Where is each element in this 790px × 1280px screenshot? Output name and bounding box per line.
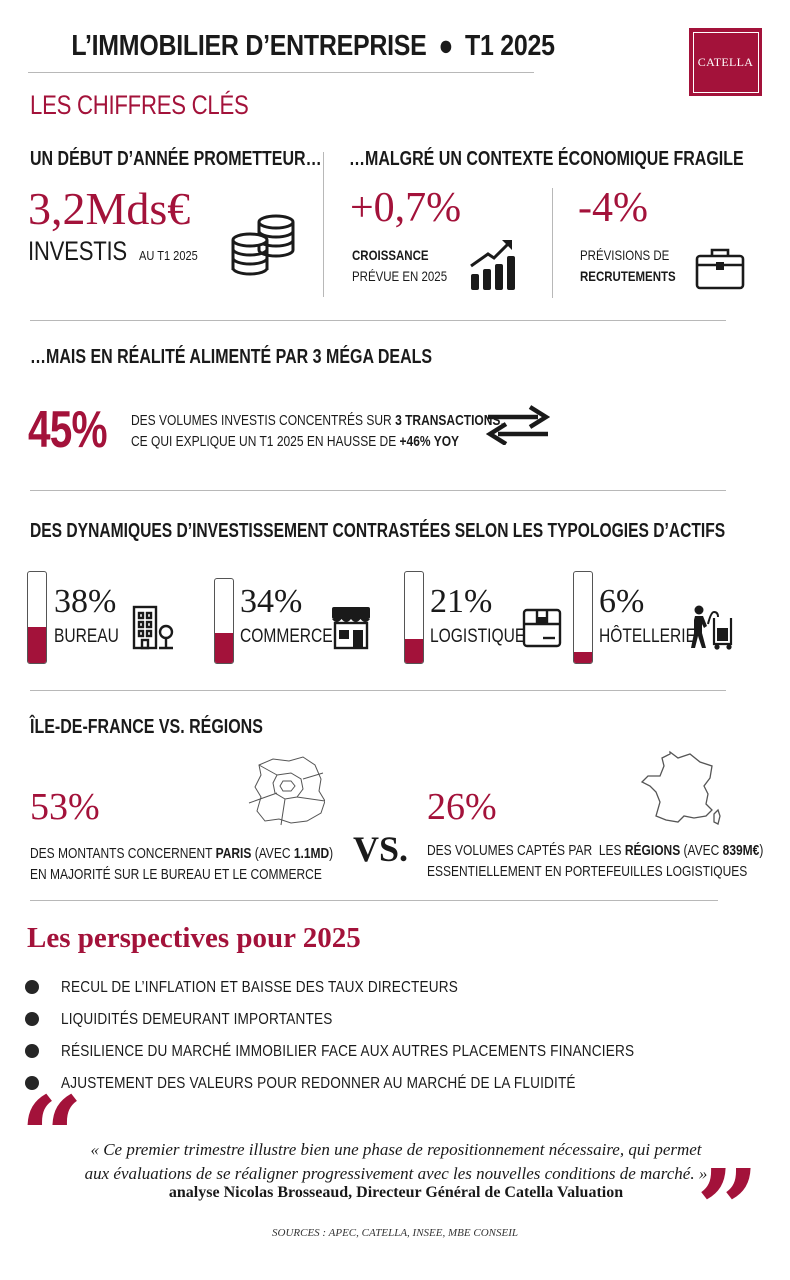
catella-logo: CATELLA (689, 28, 762, 96)
bureau-value: 38% (54, 583, 117, 620)
bar-logistique (404, 571, 424, 664)
recruit-label: PRÉVISIONS DE RECRUTEMENTS (580, 247, 676, 284)
idf-map-icon (248, 756, 325, 826)
bar-hotellerie-fill (574, 652, 592, 663)
bullet-1 (25, 980, 39, 994)
france-map-icon (640, 750, 721, 825)
investment-label: INVESTIS AU T1 2025 (28, 236, 198, 266)
growth-label: CROISSANCE PRÉVUE EN 2025 (352, 247, 448, 284)
chart-up-icon (470, 240, 515, 290)
coins-icon (231, 214, 295, 276)
sources: SOURCES : APEC, CATELLA, INSEE, MBE CONS… (272, 1227, 518, 1239)
storefront-icon (332, 607, 370, 650)
parcel-box-icon (522, 608, 562, 648)
mega-heading: …MAIS EN RÉALITÉ ALIMENTÉ PAR 3 MÉGA DEA… (30, 346, 433, 368)
idf-value: 53% (30, 786, 100, 828)
mega-value: 45% (28, 401, 108, 459)
title-period: T1 2025 (465, 30, 555, 62)
bullet-3 (25, 1044, 39, 1058)
vs-label: VS. (353, 829, 409, 869)
logistique-label: LOGISTIQUE (430, 626, 526, 647)
exchange-arrows-icon (486, 405, 550, 445)
bar-bureau (27, 571, 47, 664)
divider-vertical-1 (323, 152, 324, 297)
regions-text: DES VOLUMES CAPTÉS PAR LES RÉGIONS (AVEC… (427, 842, 764, 880)
outlook-title: Les perspectives pour 2025 (27, 922, 361, 954)
bar-hotellerie (573, 571, 593, 664)
divider-vertical-2 (552, 188, 553, 298)
page-title: L’IMMOBILIER D’ENTREPRISE ● T1 2025 (71, 30, 555, 63)
dynamics-heading: DES DYNAMIQUES D’INVESTISSEMENT CONTRAST… (30, 520, 726, 542)
regions-value: 26% (427, 786, 497, 828)
quote-body: « Ce premier trimestre illustre bien une… (84, 1140, 708, 1183)
title-text: L’IMMOBILIER D’ENTREPRISE (71, 30, 427, 62)
hotellerie-value: 6% (599, 583, 645, 620)
title-dot: ● (438, 30, 454, 62)
growth-value: +0,7% (350, 185, 462, 231)
commerce-label: COMMERCE (240, 626, 333, 647)
bullet-2 (25, 1012, 39, 1026)
bar-logistique-fill (405, 639, 423, 663)
bureau-label: BUREAU (54, 626, 119, 647)
office-building-icon (132, 605, 174, 650)
divider-3 (30, 690, 726, 691)
mega-text: DES VOLUMES INVESTIS CONCENTRÉS SUR 3 TR… (131, 412, 504, 450)
briefcase-icon (695, 248, 745, 290)
outlook-item-4: AJUSTEMENT DES VALEURS POUR REDONNER AU … (61, 1075, 576, 1092)
logistique-value: 21% (430, 583, 493, 620)
context-heading: …MALGRÉ UN CONTEXTE ÉCONOMIQUE FRAGILE (349, 148, 744, 170)
divider-2 (30, 490, 726, 491)
bar-bureau-fill (28, 626, 46, 663)
bar-commerce (214, 578, 234, 664)
promising-heading: UN DÉBUT D’ANNÉE PROMETTEUR… (30, 148, 322, 170)
key-figures-title: LES CHIFFRES CLÉS (30, 90, 249, 120)
outlook-item-3: RÉSILIENCE DU MARCHÉ IMMOBILIER FACE AUX… (61, 1043, 635, 1060)
bullet-4 (25, 1076, 39, 1090)
idf-heading: ÎLE-DE-FRANCE VS. RÉGIONS (30, 716, 263, 738)
quote-open-icon: “ (20, 1072, 84, 1201)
hotel-porter-icon (691, 605, 733, 650)
quote-close-icon: ” (696, 1145, 760, 1274)
logo-text: CATELLA (697, 54, 754, 69)
hotellerie-label: HÔTELLERIE (599, 626, 696, 647)
recruit-value: -4% (578, 185, 648, 231)
outlook-item-1: RECUL DE L’INFLATION ET BAISSE DES TAUX … (61, 979, 458, 996)
divider-1 (30, 320, 726, 321)
idf-text: DES MONTANTS CONCERNENT PARIS (AVEC 1.1M… (30, 845, 334, 883)
quote-author: analyse Nicolas Brosseaud, Directeur Gén… (168, 1184, 624, 1201)
investment-value: 3,2Mds€ (28, 183, 191, 234)
divider-4 (30, 900, 718, 901)
commerce-value: 34% (240, 583, 303, 620)
outlook-item-2: LIQUIDITÉS DEMEURANT IMPORTANTES (61, 1011, 333, 1028)
title-underline (28, 72, 534, 73)
bar-commerce-fill (215, 632, 233, 663)
